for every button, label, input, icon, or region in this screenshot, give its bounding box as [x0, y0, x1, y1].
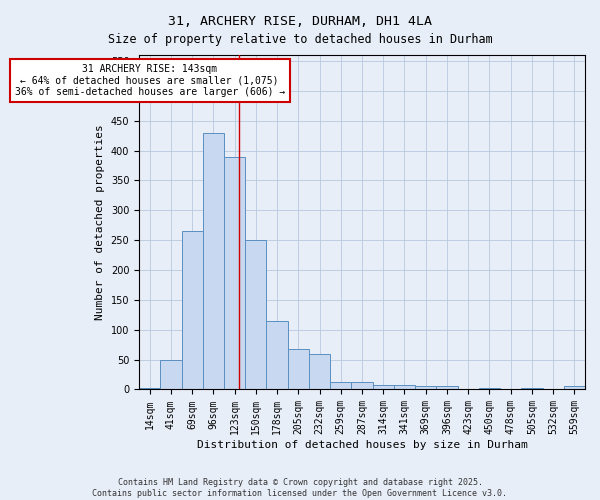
Bar — [394, 386, 415, 390]
Bar — [479, 388, 500, 390]
Bar — [330, 382, 352, 390]
Text: 31, ARCHERY RISE, DURHAM, DH1 4LA: 31, ARCHERY RISE, DURHAM, DH1 4LA — [168, 15, 432, 28]
X-axis label: Distribution of detached houses by size in Durham: Distribution of detached houses by size … — [197, 440, 527, 450]
Bar — [288, 349, 309, 390]
Bar — [564, 386, 585, 390]
Text: 31 ARCHERY RISE: 143sqm
← 64% of detached houses are smaller (1,075)
36% of semi: 31 ARCHERY RISE: 143sqm ← 64% of detache… — [14, 64, 285, 97]
Bar — [542, 389, 564, 390]
Bar — [415, 386, 436, 390]
Bar — [309, 354, 330, 390]
Bar — [203, 132, 224, 390]
Bar — [182, 231, 203, 390]
Bar — [139, 388, 160, 390]
Bar — [458, 389, 479, 390]
Bar — [436, 386, 458, 390]
Bar — [352, 382, 373, 390]
Y-axis label: Number of detached properties: Number of detached properties — [95, 124, 105, 320]
Bar — [373, 386, 394, 390]
Bar — [224, 156, 245, 390]
Bar — [245, 240, 266, 390]
Bar — [266, 321, 288, 390]
Text: Contains HM Land Registry data © Crown copyright and database right 2025.
Contai: Contains HM Land Registry data © Crown c… — [92, 478, 508, 498]
Text: Size of property relative to detached houses in Durham: Size of property relative to detached ho… — [107, 32, 493, 46]
Bar — [160, 360, 182, 390]
Bar — [521, 388, 542, 390]
